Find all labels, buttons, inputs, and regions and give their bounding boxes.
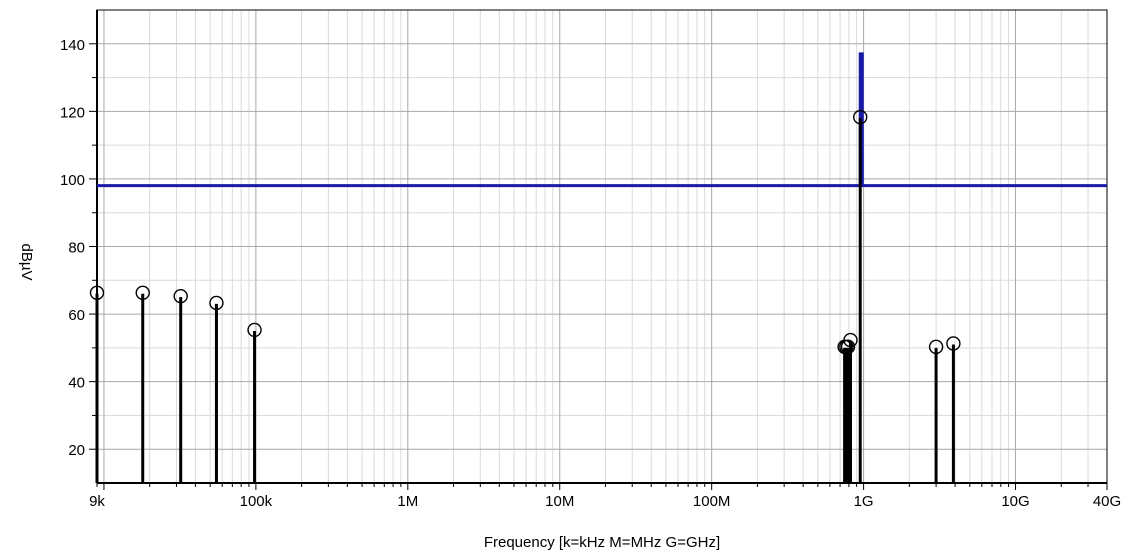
x-tick-label: 10M (545, 493, 574, 510)
x-tick-label: 1M (397, 493, 418, 510)
measurement-marker (840, 339, 856, 355)
limit-line (97, 52, 1107, 188)
y-tick-label: 60 (68, 307, 85, 324)
measurement-stems (95, 118, 955, 483)
y-tick-label: 40 (68, 375, 85, 392)
y-tick-labels: 20 40 60 80 100 120 140 (60, 37, 85, 459)
x-tick-label: 100k (240, 493, 273, 510)
x-tick-label: 9k (89, 493, 105, 510)
y-tick-label: 100 (60, 172, 85, 189)
x-tick-label: 1G (854, 493, 874, 510)
measurement-marker (173, 288, 188, 304)
measurement-marker (89, 285, 105, 300)
x-tick-label: 40G (1093, 493, 1121, 510)
y-tick-label: 20 (68, 442, 85, 459)
measurement-marker (135, 285, 150, 300)
measurement-marker (928, 339, 944, 355)
y-tick-label: 140 (60, 37, 85, 54)
y-axis-label: dBµV (18, 244, 35, 281)
measurement-marker (843, 332, 858, 348)
x-tick-labels: 9k 100k 1M 10M 100M 1G 10G 40G (89, 493, 1121, 510)
y-tick-label: 120 (60, 104, 85, 121)
measurement-marker (853, 109, 868, 125)
limit-line-path (97, 52, 1107, 188)
major-grid (97, 10, 1107, 483)
measurement-markers (89, 109, 961, 355)
y-tick-label: 80 (68, 240, 85, 257)
x-tick-label: 10G (1001, 493, 1029, 510)
x-tick-label: 100M (693, 493, 731, 510)
x-axis-label: Frequency [k=kHz M=MHz G=GHz] (484, 534, 720, 551)
measurement-marker (247, 322, 262, 338)
measurement-marker (209, 295, 224, 311)
measurement-marker (946, 336, 961, 351)
